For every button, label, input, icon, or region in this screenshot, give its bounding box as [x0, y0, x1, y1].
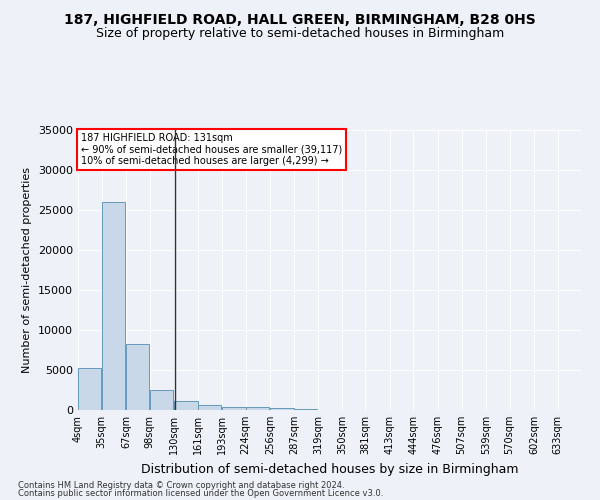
Bar: [174, 401, 197, 410]
Bar: [150, 390, 173, 410]
Text: Size of property relative to semi-detached houses in Birmingham: Size of property relative to semi-detach…: [96, 28, 504, 40]
Text: 187, HIGHFIELD ROAD, HALL GREEN, BIRMINGHAM, B28 0HS: 187, HIGHFIELD ROAD, HALL GREEN, BIRMING…: [64, 12, 536, 26]
Bar: [126, 344, 149, 410]
Bar: [198, 405, 221, 410]
Text: 187 HIGHFIELD ROAD: 131sqm
← 90% of semi-detached houses are smaller (39,117)
10: 187 HIGHFIELD ROAD: 131sqm ← 90% of semi…: [80, 133, 342, 166]
Text: Contains HM Land Registry data © Crown copyright and database right 2024.: Contains HM Land Registry data © Crown c…: [18, 480, 344, 490]
Bar: [271, 408, 293, 410]
Bar: [222, 407, 245, 410]
Bar: [102, 202, 125, 410]
Y-axis label: Number of semi-detached properties: Number of semi-detached properties: [22, 167, 32, 373]
X-axis label: Distribution of semi-detached houses by size in Birmingham: Distribution of semi-detached houses by …: [141, 462, 519, 475]
Bar: [246, 408, 269, 410]
Text: Contains public sector information licensed under the Open Government Licence v3: Contains public sector information licen…: [18, 489, 383, 498]
Bar: [78, 368, 101, 410]
